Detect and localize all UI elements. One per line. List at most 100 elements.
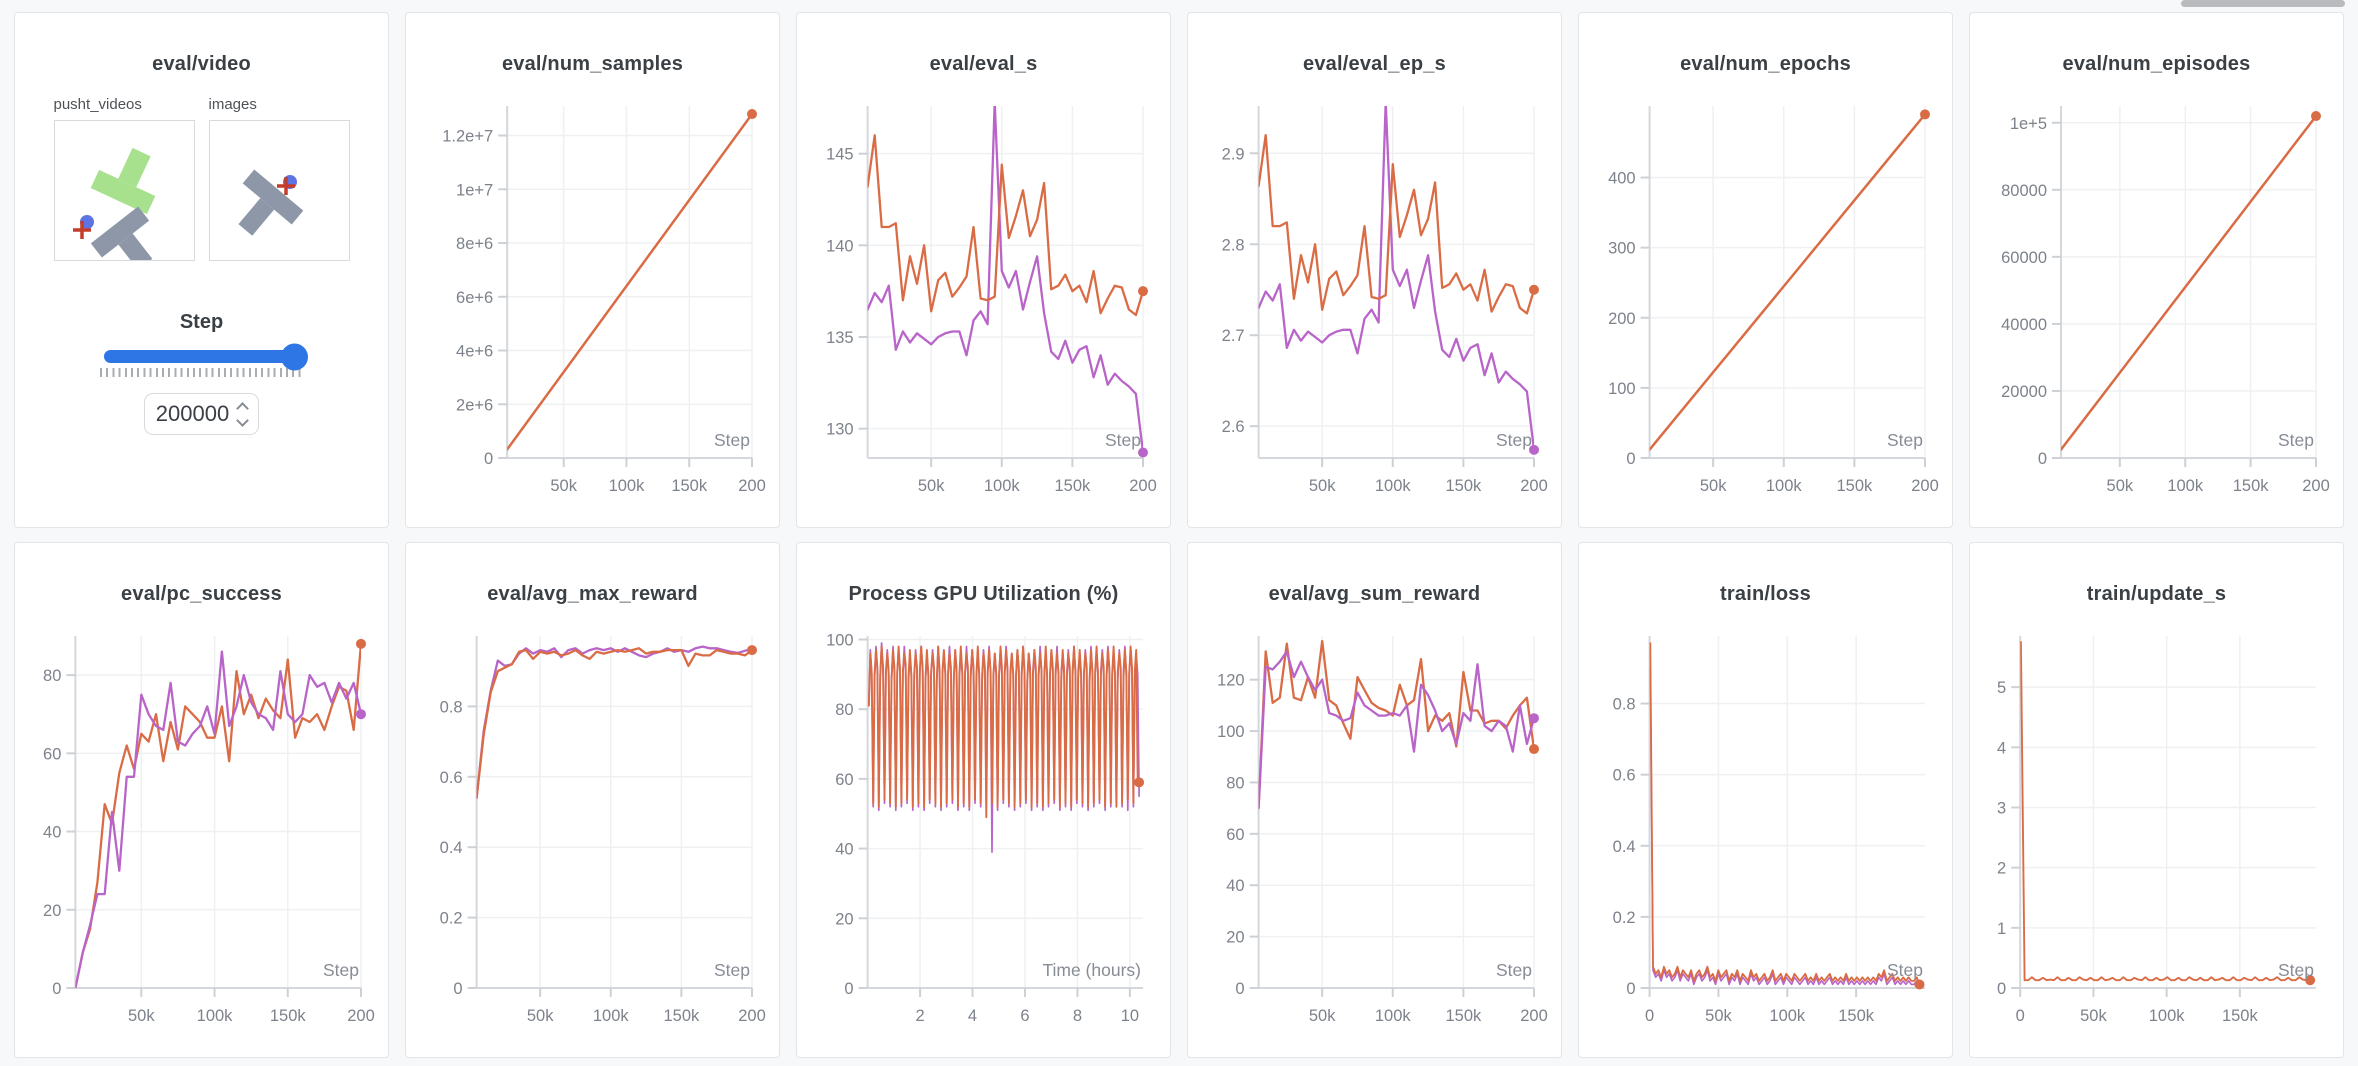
chart-eval-pc-success[interactable]: 0 20 40 60 80 50k 100k 150k 200 Step	[15, 624, 388, 1054]
chart-eval-num-samples[interactable]: 0 2e+6 4e+6 6e+6 8e+6 1e+7 1.2e+7 50k 100k 150k 20…	[406, 94, 779, 524]
series-line-orange-run	[1649, 113, 1925, 451]
chart-train-loss[interactable]: 0 0.2 0.4 0.6 0.8 0 50k 100k 150k Step	[1579, 624, 1952, 1054]
chart-eval-num-epochs[interactable]: 0 100 200 300 400 50k 100k 150k 200 Step	[1579, 94, 1952, 524]
slider-track[interactable]	[103, 350, 300, 363]
images-thumbnail[interactable]	[208, 120, 350, 261]
step-number-input[interactable]: 200000	[144, 393, 259, 435]
y-tick-label: 120	[1217, 672, 1245, 690]
y-tick-label: 40000	[2001, 316, 2047, 334]
chart-train-update-s[interactable]: 0 1 2 3 4 5 0 50k 100k 150k Step	[1970, 624, 2343, 1054]
x-axis-title: Step	[1105, 430, 1141, 450]
end-dot-orange-run	[2305, 975, 2316, 986]
series-line-purple-run	[1258, 650, 1534, 810]
panel-title: eval/num_epochs	[1680, 53, 1851, 75]
x-axis-title: Step	[1887, 960, 1923, 980]
x-tick-label: 150k	[270, 1007, 307, 1025]
media-caption-images: images	[208, 96, 257, 113]
x-tick-label: 6	[1020, 1007, 1029, 1025]
x-tick-label: 50k	[1700, 477, 1727, 495]
x-tick-label: 150k	[1445, 1007, 1482, 1025]
x-tick-label: 50k	[550, 477, 577, 495]
chart-eval-eval-s[interactable]: 130 135 140 145 50k 100k 150k 200 Step	[797, 94, 1170, 524]
y-tick-label: 4e+6	[456, 343, 493, 361]
panel-eval-eval-s: eval/eval_s 130 135 140 145 50k 100k 150k 200 St…	[796, 12, 1171, 528]
series-line-orange-run	[75, 642, 362, 988]
x-tick-label: 100k	[1769, 1007, 1806, 1025]
pusht-video-thumbnail[interactable]	[53, 120, 195, 270]
x-tick-label: 100k	[984, 477, 1021, 495]
x-tick-label: 100k	[1375, 1007, 1412, 1025]
panel-eval-avg-sum-reward: eval/avg_sum_reward 0 20 40 60 80 100 120 50k 10…	[1187, 542, 1562, 1058]
x-axis-title: Time (hours)	[1042, 960, 1141, 980]
y-tick-label: 20	[1226, 929, 1244, 947]
green-t-shape	[90, 147, 155, 215]
x-tick-label: 150k	[2222, 1007, 2259, 1025]
y-tick-label: 400	[1608, 170, 1636, 188]
y-tick-label: 0	[844, 980, 853, 998]
end-dot-orange-run	[1529, 744, 1539, 755]
stepper-buttons[interactable]	[236, 401, 250, 427]
end-dot-purple-run	[356, 709, 366, 720]
step-slider[interactable]	[103, 343, 308, 370]
x-axis-title: Step	[2278, 960, 2314, 980]
x-tick-label: 150k	[1836, 477, 1873, 495]
series-line-orange-run	[867, 645, 1141, 819]
y-tick-label: 4	[1997, 739, 2006, 757]
increment-icon[interactable]	[236, 401, 250, 415]
slider-thumb[interactable]	[280, 343, 308, 370]
x-tick-label: 150k	[2233, 477, 2270, 495]
panel-title: eval/eval_s	[929, 53, 1038, 75]
horizontal-scrollbar[interactable]	[2181, 0, 2345, 7]
y-tick-label: 80	[1226, 774, 1244, 792]
x-tick-label: 100k	[2167, 477, 2204, 495]
x-axis-title: Step	[714, 960, 750, 980]
series-line-purple-run	[1649, 667, 1921, 986]
x-tick-label: 100k	[1375, 477, 1412, 495]
y-tick-label: 0	[484, 450, 493, 468]
panel-eval-num-episodes: eval/num_episodes 0 20000 40000 60000 80000 1…	[1969, 12, 2344, 528]
y-tick-label: 80	[43, 667, 61, 685]
end-dot-orange-run	[2311, 111, 2321, 122]
x-tick-label: 100k	[593, 1007, 630, 1025]
x-tick-label: 150k	[1445, 477, 1482, 495]
y-tick-label: 0.2	[440, 910, 463, 928]
series-line-orange-run	[1258, 639, 1534, 810]
y-tick-label: 0.6	[440, 769, 463, 787]
panel-eval-eval-ep-s: eval/eval_ep_s 2.6 2.7 2.8 2.9 50k 100k 150k 20…	[1187, 12, 1562, 528]
end-dot-orange-run	[1134, 777, 1145, 788]
panel-process-gpu-utilization: Process GPU Utilization (%) 0 20 40 60 80 100…	[796, 542, 1171, 1058]
y-tick-label: 20	[43, 902, 61, 920]
chart-eval-avg-sum-reward[interactable]: 0 20 40 60 80 100 120 50k 100k 150k 200 Step	[1188, 624, 1561, 1054]
series-line-purple-run	[1258, 106, 1534, 451]
y-tick-label: 145	[826, 146, 854, 164]
x-tick-label: 200	[1911, 477, 1939, 495]
y-tick-label: 40	[835, 841, 853, 859]
x-tick-label: 150k	[1054, 477, 1091, 495]
chart-eval-num-episodes[interactable]: 0 20000 40000 60000 80000 1e+5 50k 100k 150k 200 S…	[1970, 94, 2343, 524]
y-tick-label: 0.8	[1613, 696, 1636, 714]
y-tick-label: 40	[43, 824, 61, 842]
x-tick-label: 200	[738, 477, 766, 495]
x-tick-label: 50k	[128, 1007, 155, 1025]
x-tick-label: 100k	[1766, 477, 1803, 495]
y-tick-label: 60	[1226, 826, 1244, 844]
x-tick-label: 100k	[197, 1007, 234, 1025]
y-tick-label: 8e+6	[456, 235, 493, 253]
slider-tick-ruler	[99, 368, 304, 377]
x-tick-label: 200	[347, 1007, 375, 1025]
media-caption-pusht-videos: pusht_videos	[53, 96, 142, 113]
y-tick-label: 2.6	[1222, 418, 1245, 436]
panel-title: Process GPU Utilization (%)	[848, 583, 1119, 605]
y-tick-label: 0.8	[440, 698, 463, 716]
x-tick-label: 50k	[2080, 1007, 2107, 1025]
step-value: 200000	[155, 401, 230, 426]
chart-process-gpu-utilization[interactable]: 0 20 40 60 80 100 2 4 6 8 10 Time (hours)	[797, 624, 1170, 1054]
y-tick-label: 1.2e+7	[442, 128, 493, 146]
decrement-icon[interactable]	[236, 413, 250, 427]
y-tick-label: 2.9	[1222, 145, 1245, 163]
chart-eval-avg-max-reward[interactable]: 0 0.2 0.4 0.6 0.8 50k 100k 150k 200 Step	[406, 624, 779, 1054]
end-dot-orange-run	[1529, 284, 1539, 295]
chart-eval-eval-ep-s[interactable]: 2.6 2.7 2.8 2.9 50k 100k 150k 200 Step	[1188, 94, 1561, 524]
x-axis-title: Step	[1496, 430, 1532, 450]
panel-grid: eval/video pusht_videos	[14, 12, 2344, 1058]
